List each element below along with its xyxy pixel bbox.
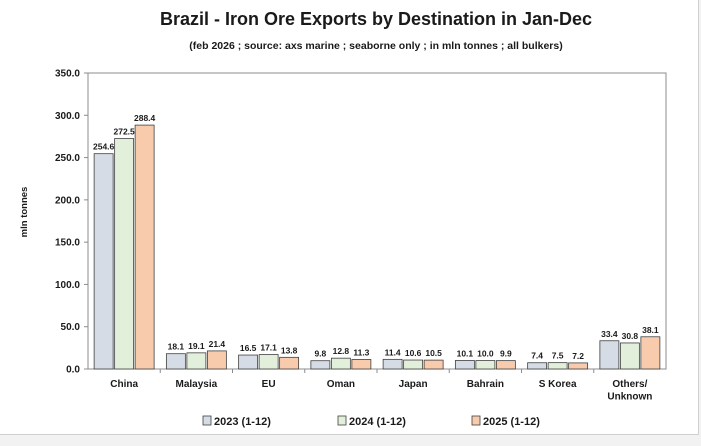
plot-area [87,72,667,370]
data-label: 11.3 [353,347,369,357]
data-label: 38.1 [642,325,659,335]
legend-swatch [471,415,481,426]
bar-3 [568,362,589,370]
category-label: S Korea [539,379,577,390]
data-label: 13.8 [281,345,298,355]
bar-1 [599,340,620,370]
data-label: 272.5 [113,127,135,137]
bar-2 [547,362,568,370]
legend-label: 2025 (1-12) [483,416,540,428]
data-label: 12.8 [333,346,350,356]
legend-swatch [202,415,212,426]
data-label: 10.1 [457,348,474,358]
category-label: EU [262,379,276,390]
data-label: 10.6 [405,348,422,358]
legend-swatch [337,415,347,426]
bar-3 [423,359,444,370]
data-label: 288.4 [134,113,156,123]
data-label: 21.4 [209,339,226,349]
data-label: 17.1 [260,343,277,353]
bar-1 [382,358,403,370]
category-label: Japan [399,379,428,390]
bar-3 [351,359,372,370]
y-tick-label: 200.0 [55,195,80,206]
data-labels: 254.6 272.5 288.4 18.1 19.1 21.4 16.5 17.1 13.8 9… [93,113,659,361]
data-label: 7.4 [531,351,543,361]
data-label: 10.0 [477,349,494,359]
data-label: 19.1 [188,341,205,351]
bar-1 [310,360,331,370]
data-label: 16.5 [240,343,257,353]
bar-3 [279,356,300,370]
legend: 2023 (1-12) 2024 (1-12) 2025 (1-12) [202,415,540,428]
legend-label: 2023 (1-12) [214,416,271,428]
bar-1 [454,360,475,370]
bar-2 [475,360,496,370]
bar-1 [238,354,259,370]
y-tick-label: 100.0 [55,280,80,291]
chart-subtitle: (feb 2026 ; source: axs marine ; seaborn… [189,40,562,52]
category-label: China [110,379,138,390]
bar-3 [206,350,227,370]
data-label: 18.1 [168,342,185,352]
category-label: Others/Unknown [607,379,652,403]
bar-2 [114,138,135,370]
bar-3 [640,336,661,370]
data-label: 11.4 [385,347,401,357]
bar-1 [93,153,114,370]
y-tick-label: 300.0 [55,111,80,122]
y-tick-label: 50.0 [61,322,81,333]
category-label: Bahrain [467,379,504,390]
y-tick-label: 250.0 [55,153,80,164]
data-label: 33.4 [601,329,618,339]
data-label: 10.5 [425,348,442,358]
bar-2 [403,359,424,370]
bars [93,124,661,370]
bar-1 [165,353,186,370]
bar-2 [186,352,207,370]
data-label: 9.8 [314,349,326,359]
data-label: 7.5 [552,351,564,361]
chart-title: Brazil - Iron Ore Exports by Destination… [160,9,592,29]
category-labels: China Malaysia EU Oman Japan Bahrain S Korea Ot… [110,379,652,403]
legend-label: 2024 (1-12) [349,416,406,428]
data-label: 30.8 [622,331,639,341]
data-label: 254.6 [93,142,115,152]
data-label: 9.9 [500,349,512,359]
category-label: Oman [327,379,355,390]
y-tick-label: 150.0 [55,238,80,249]
y-tick-label: 0.0 [66,365,80,376]
bar-3 [495,360,516,370]
y-tick-label: 350.0 [55,69,80,80]
y-axis-label: mln tonnes [19,187,30,238]
bar-2 [258,354,279,370]
bar-3 [134,124,155,370]
data-label: 7.2 [572,351,584,361]
category-label: Malaysia [176,379,218,390]
bar-2 [330,357,351,370]
bar-1 [527,362,548,370]
bar-2 [619,342,640,370]
axes: 0.0 50.0 100.0 150.0 200.0 250.0 300.0 350.0 [55,69,595,376]
